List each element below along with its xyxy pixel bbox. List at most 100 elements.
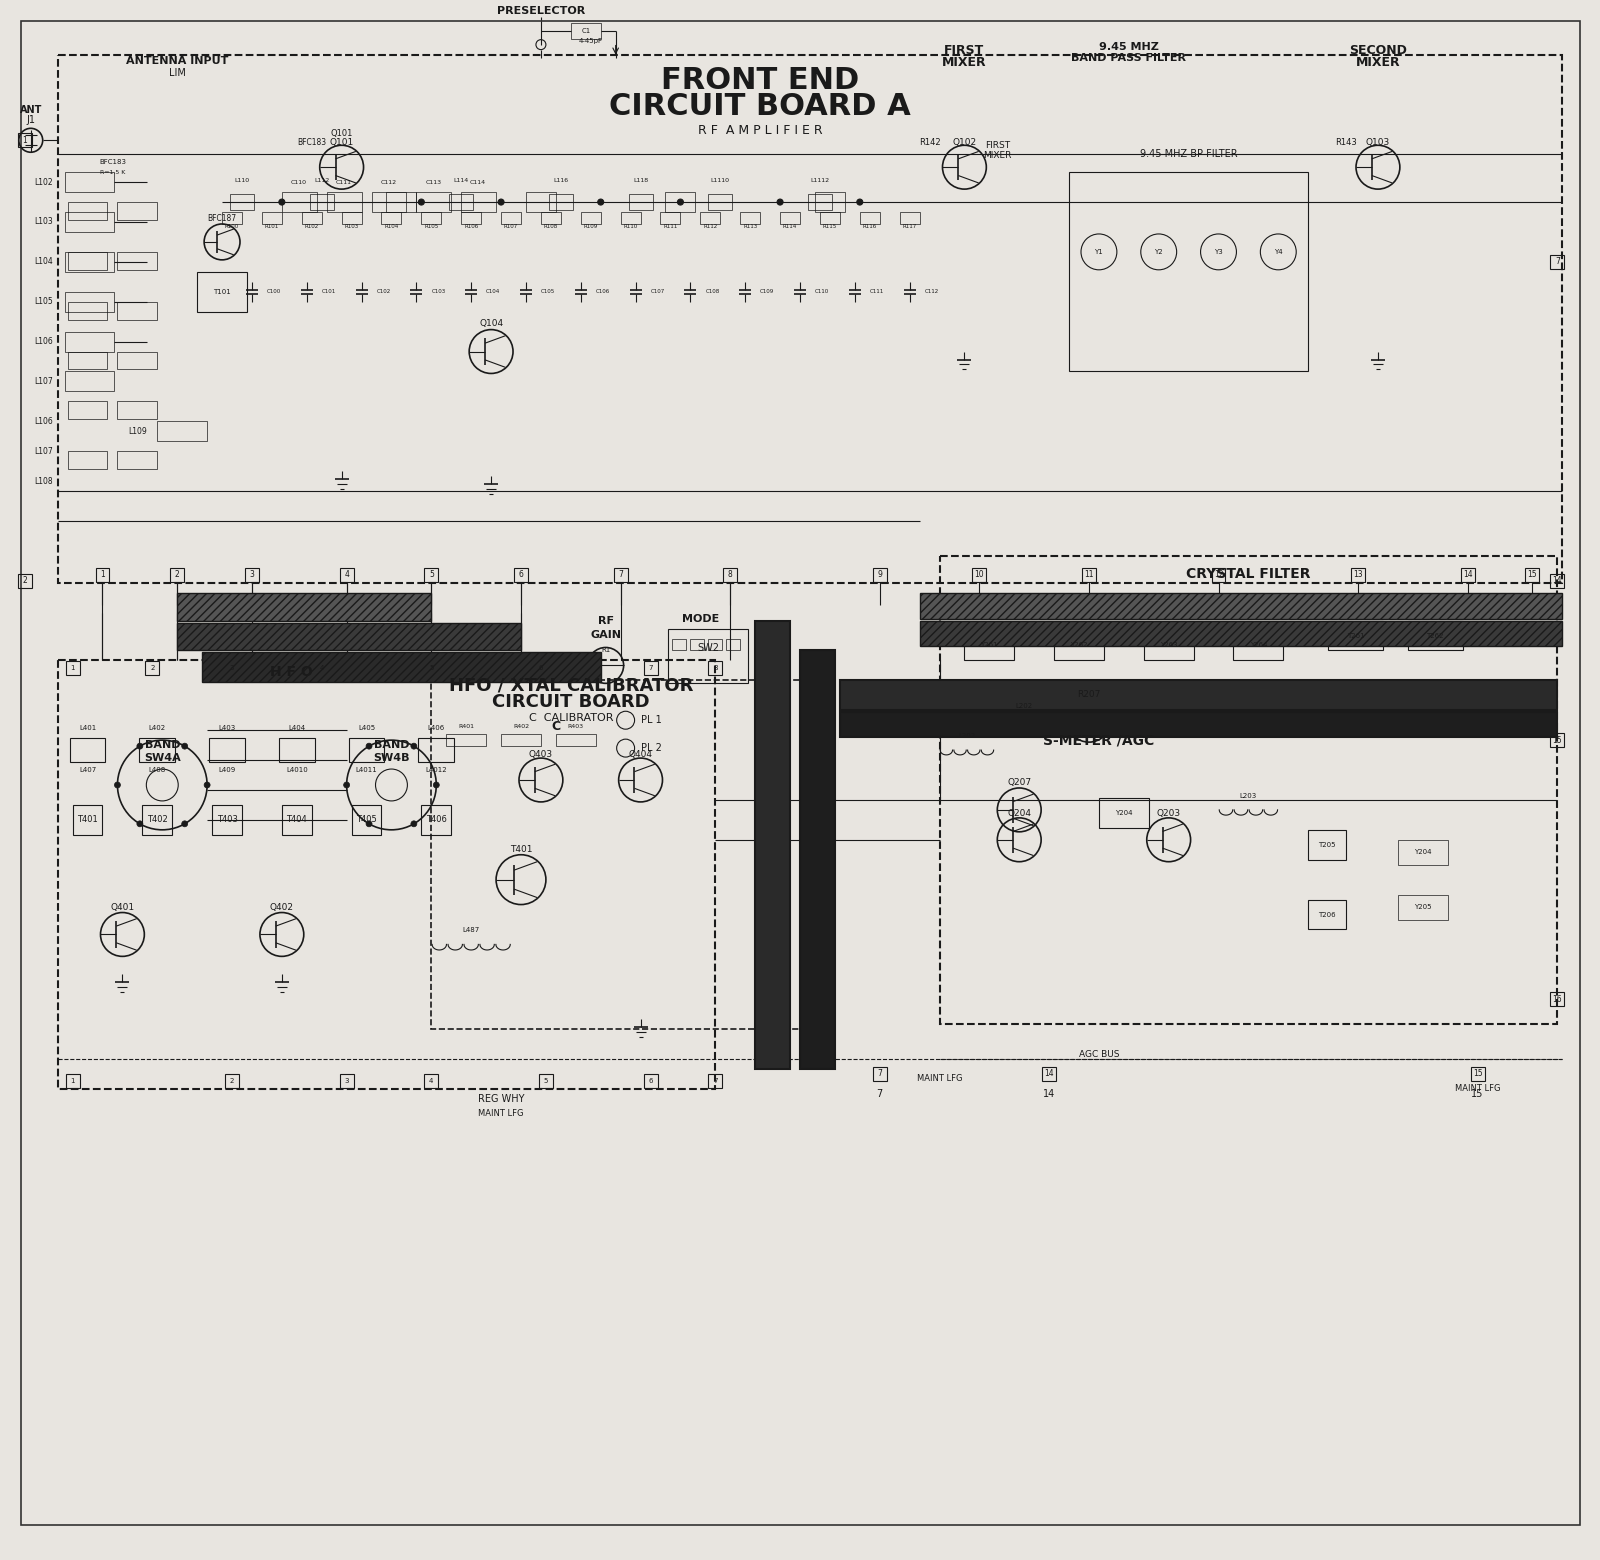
Circle shape <box>366 821 373 827</box>
Bar <box>424 1073 438 1087</box>
Text: 7: 7 <box>1555 257 1560 267</box>
Text: L403: L403 <box>219 725 235 732</box>
Text: T406: T406 <box>426 816 446 824</box>
Bar <box>741 212 760 225</box>
Bar <box>381 212 402 225</box>
Bar <box>424 661 438 675</box>
Text: 4: 4 <box>320 666 323 671</box>
Text: C103: C103 <box>432 289 445 295</box>
Text: Q104: Q104 <box>478 320 502 328</box>
Text: L4010: L4010 <box>286 768 307 774</box>
Text: C111: C111 <box>336 179 352 184</box>
Circle shape <box>411 743 418 749</box>
Circle shape <box>344 782 350 788</box>
Text: L409: L409 <box>219 768 235 774</box>
Text: Q103: Q103 <box>1366 137 1390 147</box>
Text: L114: L114 <box>453 178 469 183</box>
Text: C109: C109 <box>760 289 774 295</box>
Text: L203: L203 <box>1240 792 1258 799</box>
Bar <box>64 292 115 312</box>
Bar <box>424 568 438 582</box>
Text: Q402: Q402 <box>270 903 294 913</box>
Bar <box>339 1073 354 1087</box>
Bar <box>1069 172 1309 371</box>
Text: Q401: Q401 <box>110 903 134 913</box>
Text: T205: T205 <box>1318 842 1336 847</box>
Text: C113: C113 <box>426 179 442 184</box>
Bar <box>117 301 157 320</box>
Bar <box>872 568 886 582</box>
Text: R401: R401 <box>458 724 474 729</box>
Circle shape <box>418 200 424 204</box>
Text: R101: R101 <box>264 225 278 229</box>
Text: C108: C108 <box>706 289 720 295</box>
Bar <box>1408 621 1462 651</box>
Text: R114: R114 <box>782 225 797 229</box>
Text: 6: 6 <box>648 1078 653 1084</box>
Bar <box>64 172 115 192</box>
Text: Q207: Q207 <box>1006 778 1032 788</box>
Text: C  CALIBRATOR: C CALIBRATOR <box>528 713 613 724</box>
Bar <box>222 212 242 225</box>
Text: H F O: H F O <box>270 666 314 680</box>
Text: L110: L110 <box>235 178 250 183</box>
Text: SW2: SW2 <box>698 643 720 654</box>
Bar <box>142 805 173 835</box>
Text: L406: L406 <box>427 725 445 732</box>
Bar <box>701 212 720 225</box>
Bar <box>70 738 106 763</box>
Bar <box>1398 894 1448 919</box>
Bar <box>72 805 102 835</box>
Bar <box>1328 621 1382 651</box>
Bar <box>197 271 246 312</box>
Text: BAND: BAND <box>144 739 181 750</box>
Text: 15: 15 <box>1472 1070 1482 1078</box>
Text: Q102: Q102 <box>952 137 976 147</box>
Text: R115: R115 <box>822 225 837 229</box>
Text: C101: C101 <box>322 289 336 295</box>
Bar <box>872 1067 886 1081</box>
Text: 15: 15 <box>1552 736 1562 744</box>
Bar <box>418 738 454 763</box>
Text: C110: C110 <box>814 289 829 295</box>
Text: 2: 2 <box>174 571 179 579</box>
Bar <box>643 661 658 675</box>
Bar <box>965 630 1014 660</box>
Text: 5: 5 <box>429 666 434 671</box>
Bar <box>461 192 496 212</box>
Text: R F  A M P L I F I E R: R F A M P L I F I E R <box>698 123 822 137</box>
Text: CIRCUIT BOARD A: CIRCUIT BOARD A <box>610 92 910 122</box>
Text: 7: 7 <box>877 1089 883 1098</box>
Text: FIRST: FIRST <box>944 44 984 58</box>
Text: 12: 12 <box>1214 571 1224 579</box>
Text: R207: R207 <box>1077 690 1101 699</box>
Text: 3: 3 <box>250 571 254 579</box>
Text: C1: C1 <box>581 28 590 34</box>
Text: 15: 15 <box>1528 571 1538 579</box>
Bar <box>549 193 573 211</box>
Bar <box>146 661 160 675</box>
Bar <box>67 251 107 270</box>
Bar <box>18 133 32 147</box>
Bar <box>1550 733 1565 747</box>
Text: L104: L104 <box>34 257 53 267</box>
Text: 4: 4 <box>429 1078 434 1084</box>
Text: L106: L106 <box>34 417 53 426</box>
Text: 2: 2 <box>22 576 27 585</box>
Bar <box>18 574 32 588</box>
Text: L107: L107 <box>34 446 53 456</box>
Text: PL 1: PL 1 <box>640 714 661 725</box>
Text: 8: 8 <box>714 666 717 671</box>
Bar <box>614 568 627 582</box>
Bar <box>416 192 451 212</box>
Bar <box>541 212 562 225</box>
Text: L112: L112 <box>314 178 330 183</box>
Text: 14: 14 <box>1552 576 1562 585</box>
Text: SW4A: SW4A <box>144 753 181 763</box>
Bar <box>643 1073 658 1087</box>
Text: Q204: Q204 <box>1008 810 1032 819</box>
Bar <box>1550 574 1565 588</box>
Text: R111: R111 <box>664 225 677 229</box>
Text: R113: R113 <box>742 225 757 229</box>
Bar <box>67 401 107 420</box>
